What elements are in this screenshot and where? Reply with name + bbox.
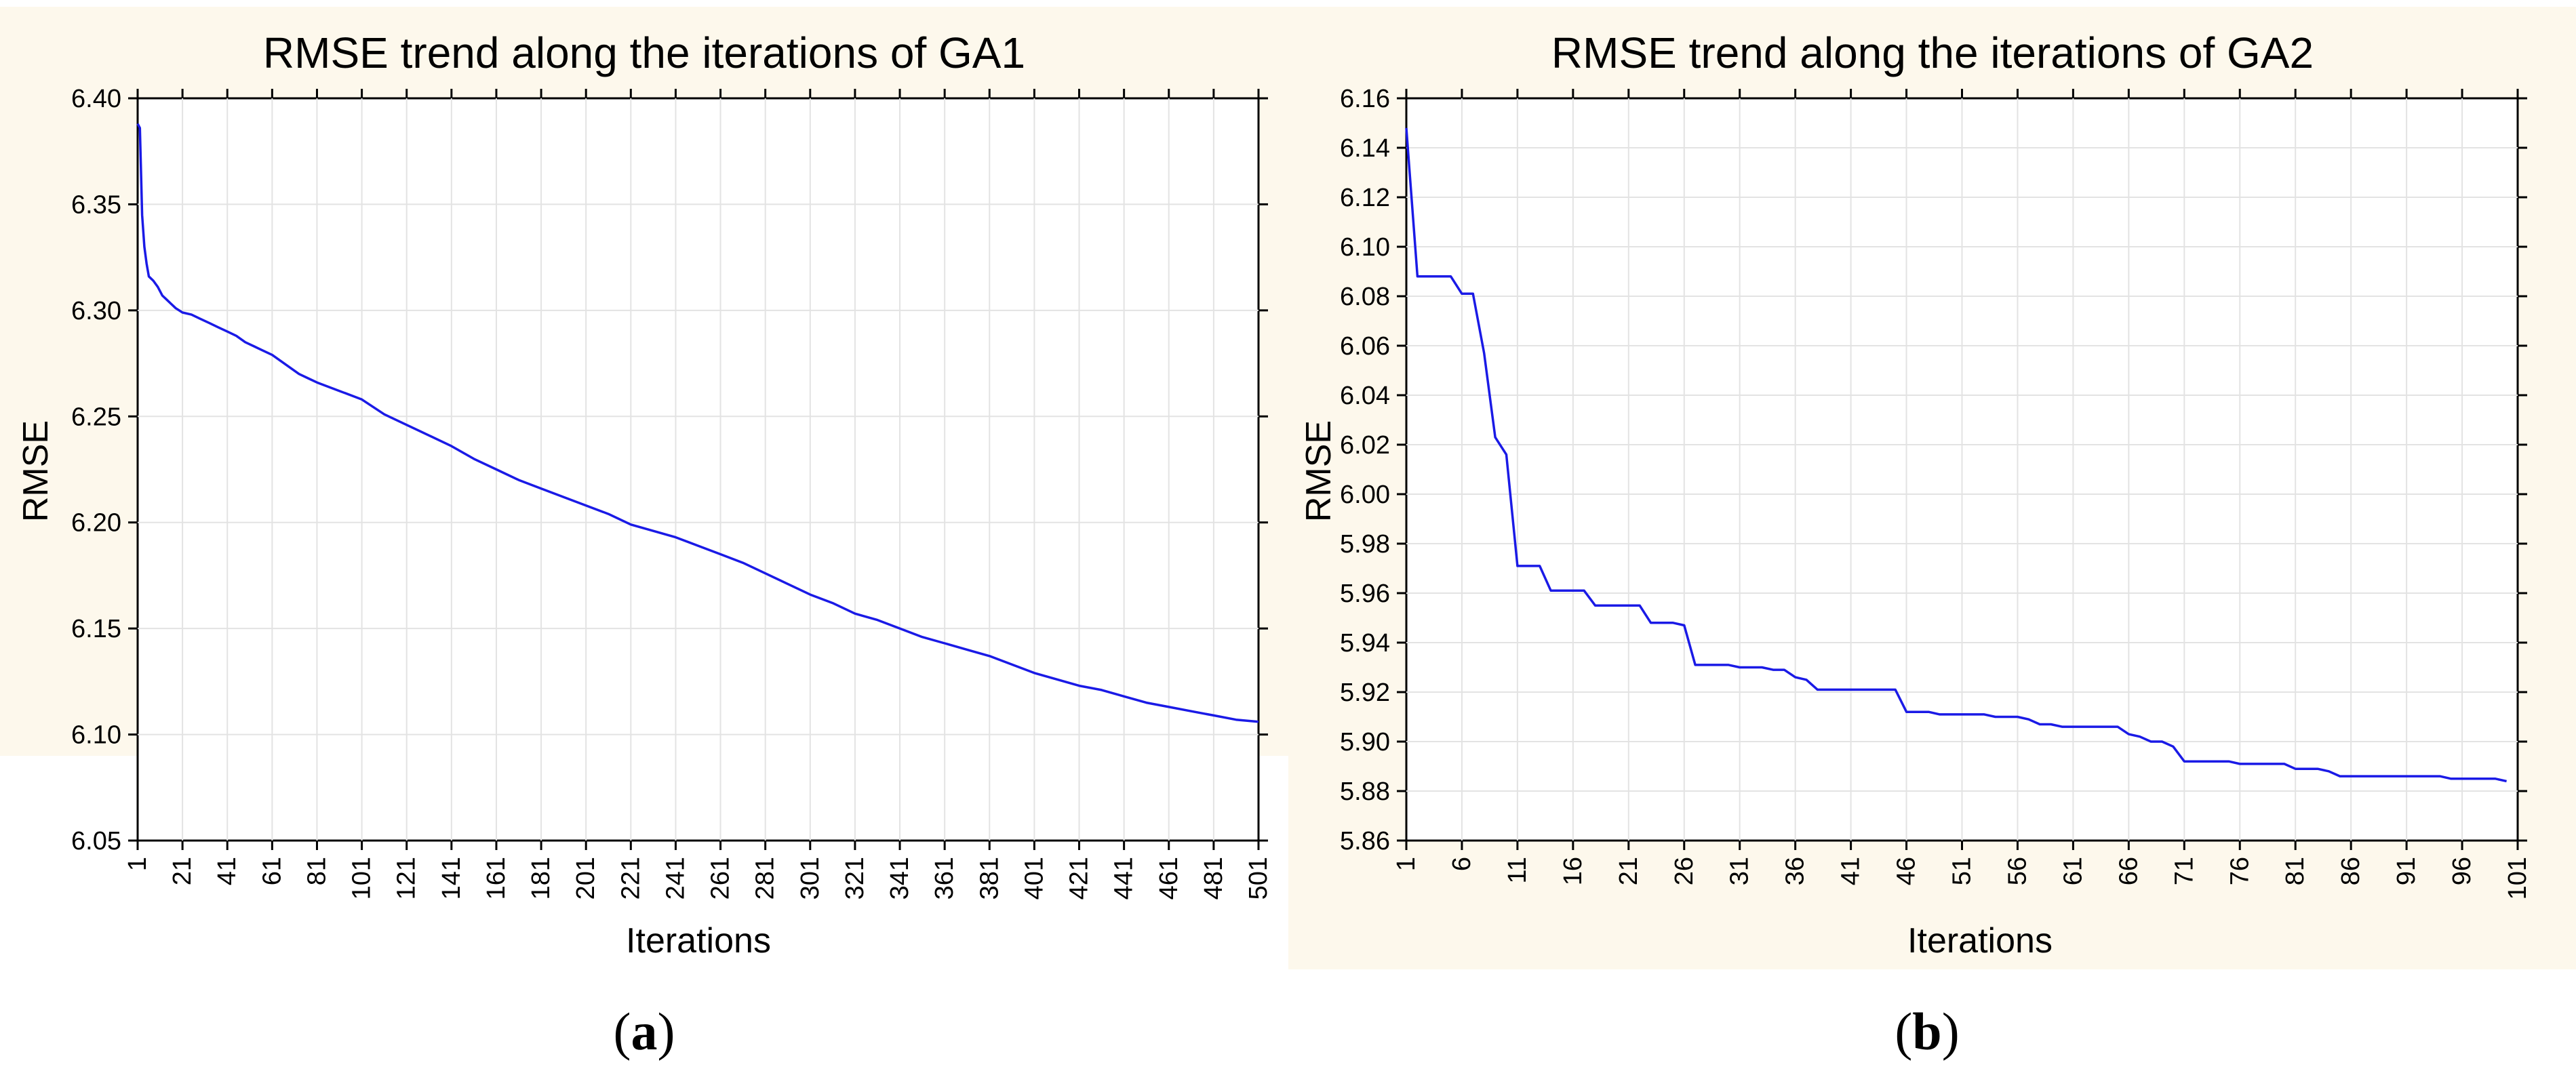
x-tick-label: 301 xyxy=(796,857,825,900)
x-tick-label: 501 xyxy=(1244,857,1273,900)
chart-title: RMSE trend along the iterations of GA1 xyxy=(263,28,1025,77)
y-tick-label: 6.06 xyxy=(1340,332,1390,361)
x-tick-label: 61 xyxy=(258,857,286,885)
y-tick-label: 6.40 xyxy=(71,85,121,113)
x-tick-label: 36 xyxy=(1781,857,1810,885)
caption-b: (b) xyxy=(1895,1002,1959,1061)
plot-area xyxy=(136,97,1260,842)
y-tick-label: 5.90 xyxy=(1340,728,1390,757)
x-tick-label: 61 xyxy=(2059,857,2087,885)
x-tick-label: 441 xyxy=(1110,857,1138,900)
y-axis-label: RMSE xyxy=(1299,420,1339,522)
x-tick-label: 81 xyxy=(2281,857,2310,885)
y-tick-label: 6.30 xyxy=(71,297,121,325)
x-tick-label: 1 xyxy=(1392,857,1421,871)
caption-b-letter: b xyxy=(1912,1002,1941,1061)
x-tick-label: 76 xyxy=(2225,857,2254,885)
y-tick-label: 6.04 xyxy=(1340,382,1390,410)
series-layer xyxy=(136,123,1259,723)
y-tick-label: 6.16 xyxy=(1340,85,1390,113)
x-tick-label: 41 xyxy=(1837,857,1865,885)
grid xyxy=(1406,98,2518,841)
x-tick-label: 481 xyxy=(1200,857,1228,900)
x-tick-label: 11 xyxy=(1503,857,1532,883)
y-tick-label: 6.20 xyxy=(71,509,121,538)
x-tick-label: 91 xyxy=(2392,857,2421,885)
grid xyxy=(138,98,1259,841)
y-axis-label: RMSE xyxy=(16,420,56,522)
x-tick-label: 51 xyxy=(1948,857,1977,885)
x-tick-label: 56 xyxy=(2003,857,2032,885)
x-axis-label: Iterations xyxy=(1907,921,2053,961)
x-tick-label: 461 xyxy=(1155,857,1183,900)
x-tick-label: 81 xyxy=(302,857,331,885)
x-tick-label: 221 xyxy=(616,857,645,900)
x-tick-label: 121 xyxy=(393,857,421,900)
x-tick-label: 21 xyxy=(168,857,197,885)
chart-title: RMSE trend along the iterations of GA2 xyxy=(1551,28,2314,77)
axis-ticks: 5.86 5.88 5.90 5.92 5.94 5.96 5.98 6.00 6.02 6.04… xyxy=(1340,85,2532,900)
x-tick-label: 281 xyxy=(751,857,780,900)
x-tick-label: 241 xyxy=(661,857,690,900)
x-tick-label: 86 xyxy=(2337,857,2365,885)
series-line xyxy=(1405,127,2507,783)
caption-a-letter: a xyxy=(631,1002,658,1061)
x-tick-label: 101 xyxy=(348,857,376,900)
x-axis-label: Iterations xyxy=(626,921,771,961)
x-tick-label: 401 xyxy=(1020,857,1048,900)
y-tick-label: 6.08 xyxy=(1340,283,1390,311)
y-tick-label: 6.15 xyxy=(71,615,121,643)
y-tick-label: 6.02 xyxy=(1340,431,1390,460)
x-tick-label: 321 xyxy=(841,857,869,900)
x-tick-label: 31 xyxy=(1726,857,1754,885)
x-tick-label: 201 xyxy=(572,857,600,900)
y-tick-label: 6.10 xyxy=(71,721,121,750)
caption-a: (a) xyxy=(614,1002,675,1061)
y-tick-label: 6.12 xyxy=(1340,184,1390,212)
x-tick-label: 21 xyxy=(1614,857,1643,885)
y-tick-label: 5.88 xyxy=(1340,778,1390,806)
y-tick-label: 5.92 xyxy=(1340,679,1390,707)
y-tick-label: 6.00 xyxy=(1340,481,1390,509)
x-tick-label: 1 xyxy=(123,857,152,871)
y-tick-label: 5.94 xyxy=(1340,629,1390,658)
x-tick-label: 361 xyxy=(930,857,959,900)
x-tick-label: 421 xyxy=(1065,857,1094,900)
y-tick-label: 6.05 xyxy=(71,827,121,855)
x-tick-label: 381 xyxy=(975,857,1004,900)
series-layer xyxy=(1405,127,2507,783)
chart-b: RMSE trend along the iterations of GA2 5… xyxy=(1299,28,2532,961)
x-tick-label: 46 xyxy=(1893,857,1921,885)
x-tick-label: 66 xyxy=(2114,857,2143,885)
x-tick-label: 261 xyxy=(707,857,735,900)
y-tick-label: 5.96 xyxy=(1340,580,1390,608)
x-tick-label: 26 xyxy=(1670,857,1699,885)
y-tick-label: 6.10 xyxy=(1340,233,1390,262)
x-tick-label: 16 xyxy=(1559,857,1587,885)
x-tick-label: 96 xyxy=(2448,857,2476,885)
x-tick-label: 6 xyxy=(1448,857,1476,871)
x-tick-label: 71 xyxy=(2170,857,2198,885)
y-tick-label: 5.86 xyxy=(1340,827,1390,855)
y-tick-label: 6.14 xyxy=(1340,134,1390,163)
x-tick-label: 161 xyxy=(482,857,511,900)
x-tick-label: 341 xyxy=(886,857,914,900)
chart-a: RMSE trend along the iterations of GA1 6… xyxy=(16,28,1273,961)
series-line xyxy=(136,123,1259,723)
y-tick-label: 5.98 xyxy=(1340,530,1390,559)
y-tick-label: 6.25 xyxy=(71,403,121,431)
x-tick-label: 181 xyxy=(527,857,555,900)
y-tick-label: 6.35 xyxy=(71,190,121,219)
axis-ticks: 6.056.106.156.206.256.306.356.401 21 41 61 8… xyxy=(71,85,1273,900)
x-tick-label: 101 xyxy=(2503,857,2532,900)
x-tick-label: 141 xyxy=(437,857,466,900)
x-tick-label: 41 xyxy=(213,857,241,885)
